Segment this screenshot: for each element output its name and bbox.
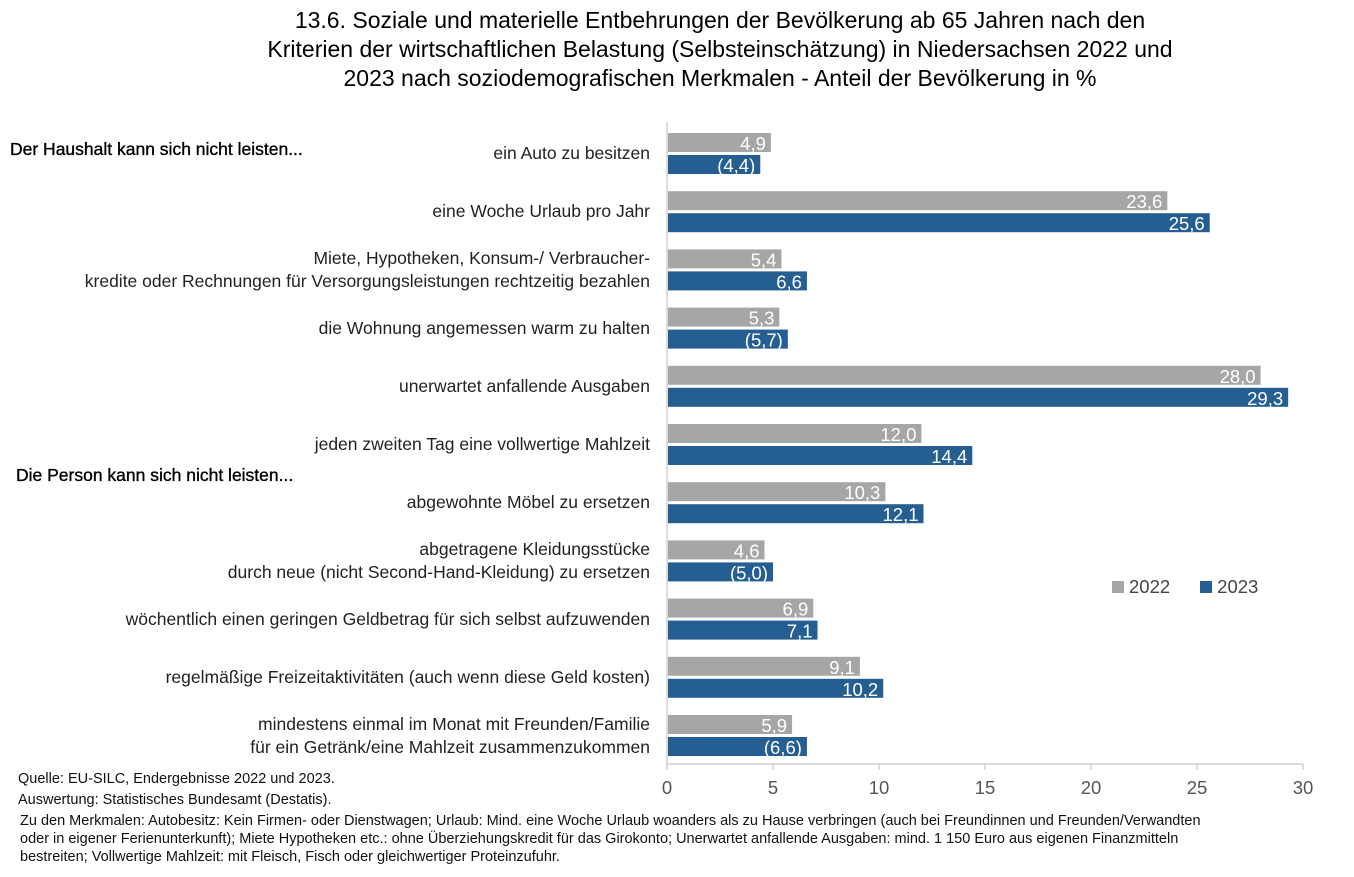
x-tick-label: 5 [768,777,778,798]
category-label-line: jeden zweiten Tag eine vollwertige Mahlz… [314,434,650,454]
definitions-note: Zu den Merkmalen: Autobesitz: Kein Firme… [20,812,1340,866]
data-label-2023: 10,2 [842,679,878,700]
data-label-2022: 4,6 [734,540,760,561]
definitions-line: Zu den Merkmalen: Autobesitz: Kein Firme… [20,813,1201,829]
data-label-2023: 12,1 [883,504,919,525]
data-label-2022: 5,3 [749,308,775,329]
data-label-2022: 10,3 [844,482,880,503]
legend: 2022 2023 [1112,576,1258,598]
definitions-line: oder in eigener Ferienunterkunft); Miete… [20,831,1179,847]
data-label-2022: 12,0 [880,424,916,445]
data-label-2023: 29,3 [1247,388,1283,409]
legend-item-2022: 2022 [1112,576,1170,598]
legend-swatch-2022 [1112,581,1124,593]
data-label-2022: 5,9 [761,715,787,736]
chart-title-line: 2023 nach soziodemografischen Merkmalen … [343,65,1097,91]
bar-2023 [668,387,1289,407]
chart-title: 13.6. Soziale und materielle Entbehrunge… [150,6,1290,93]
data-label-2023: 6,6 [776,271,802,292]
data-label-2023: 25,6 [1169,213,1205,234]
bar-2023 [668,155,761,174]
x-tick-label: 15 [975,777,996,798]
bar-2022 [668,133,771,152]
bar-2023 [668,678,884,698]
category-label-line: für ein Getränk/eine Mahlzeit zusammenzu… [250,736,650,757]
bar-2022 [668,540,765,560]
category-label-line: wöchentlich einen geringen Geldbetrag fü… [125,608,650,629]
section-label-person: Die Person kann sich nicht leisten... [16,465,294,485]
data-label-2023: (5,0) [730,562,768,583]
legend-swatch-2023 [1200,581,1213,593]
bar-2023 [668,504,924,524]
category-label: mindestens einmal im Monat mit Freunden/… [250,713,650,759]
category-label-line: abgewohnte Möbel zu ersetzen [406,492,650,513]
category-label-line: unerwartet anfallende Ausgaben [398,375,650,396]
category-label: regelmäßige Freizeitaktivitäten (auch we… [166,666,650,689]
data-label-2023: (5,7) [745,330,783,351]
x-tick-label: 25 [1187,777,1208,798]
chart-title-line: 13.6. Soziale und materielle Entbehrunge… [294,7,1146,33]
x-tick-label: 30 [1293,777,1314,798]
data-label-2023: 14,4 [931,446,967,467]
chart-title-line: Kriterien der wirtschaftlichen Belastung… [267,36,1173,62]
category-label: abgetragene Kleidungsstücke durch neue (n… [228,538,650,584]
bar-2023 [668,213,1210,233]
category-label-line: eine Woche Urlaub pro Jahr [432,201,650,222]
bar-2022 [668,424,922,443]
bar-2022 [668,482,886,502]
source-note: Quelle: EU-SILC, Endergebnisse 2022 und … [18,771,335,787]
data-label-2022: 6,9 [783,599,809,620]
category-label-line: Miete, Hypotheken, Konsum-/ Verbraucher- [313,247,650,268]
bar-2023 [668,620,818,640]
section-label-household: Der Haushalt kann sich nicht leisten... [10,139,303,159]
legend-label-2022: 2022 [1129,576,1171,597]
bar-2022 [668,249,782,269]
data-label-2022: 5,4 [751,249,777,270]
data-label-2022: 9,1 [829,657,855,678]
category-label: jeden zweiten Tag eine vollwertige Mahlz… [315,433,650,456]
legend-item-2023: 2023 [1200,576,1258,598]
bar-2022 [668,365,1261,385]
category-label-line: die Wohnung angemessen warm zu halten [318,317,650,338]
bar-2022 [668,191,1168,211]
category-label-line: durch neue (nicht Second-Hand-Kleidung) … [227,561,650,582]
x-tick-label: 20 [1081,777,1102,798]
bar-2022 [668,598,814,618]
category-label-line: abgetragene Kleidungsstücke [419,538,650,559]
legend-label-2023: 2023 [1217,576,1259,597]
data-label-2022: 28,0 [1220,366,1256,387]
data-label-2022: 4,9 [740,133,766,154]
category-label-line: mindestens einmal im Monat mit Freunden/… [258,713,650,734]
data-label-2022: 23,6 [1126,191,1162,212]
data-label-2023: (4,4) [717,155,755,176]
category-label: die Wohnung angemessen warm zu halten [319,317,650,340]
x-tick-label: 0 [662,777,672,798]
definitions-line: bestreiten; Vollwertige Mahlzeit: mit Fl… [20,849,560,865]
bar-2022 [668,656,860,676]
data-label-2023: (6,6) [764,737,802,758]
bar-2023 [668,737,807,756]
category-label: wöchentlich einen geringen Geldbetrag fü… [126,608,650,631]
category-label: ein Auto zu besitzen [493,142,650,165]
bar-2023 [668,329,788,349]
x-tick-label: 10 [869,777,890,798]
category-label: eine Woche Urlaub pro Jahr [432,200,650,223]
category-label: unerwartet anfallende Ausgaben [399,375,650,398]
bar-2023 [668,271,807,291]
bar-2023 [668,446,973,465]
category-label-line: regelmäßige Freizeitaktivitäten (auch we… [165,666,650,687]
category-label-line: ein Auto zu besitzen [493,143,650,163]
bar-2023 [668,562,773,582]
category-label: abgewohnte Möbel zu ersetzen [407,491,650,514]
category-label-line: kredite oder Rechnungen für Versorgungsl… [84,270,650,291]
bar-2022 [668,715,793,734]
category-label: Miete, Hypotheken, Konsum-/ Verbraucher-… [85,247,650,293]
evaluation-note: Auswertung: Statistisches Bundesamt (Des… [18,792,332,808]
bar-2022 [668,307,780,327]
data-label-2023: 7,1 [787,621,813,642]
